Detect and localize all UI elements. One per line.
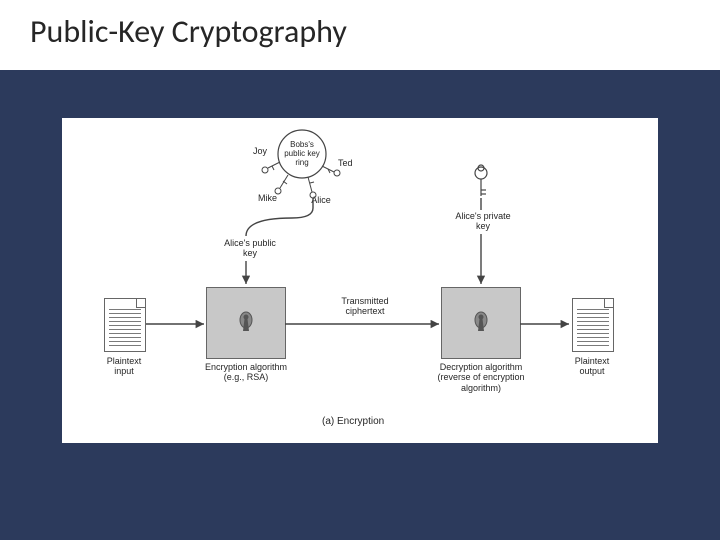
decryption-box-label: Decryption algorithm(reverse of encrypti… bbox=[424, 362, 538, 393]
encryption-box-label: Encryption algorithm(e.g., RSA) bbox=[194, 362, 298, 383]
arrow-keyring-to-label bbox=[246, 198, 313, 236]
slide-root: Public-Key Cryptography Plaintextinput E… bbox=[0, 0, 720, 540]
encryption-diagram: Plaintextinput Encryption algorithm(e.g.… bbox=[62, 118, 658, 443]
plaintext-output-doc bbox=[572, 298, 614, 352]
key-label-ted: Ted bbox=[338, 158, 362, 168]
key-icon-joy bbox=[262, 162, 280, 173]
plaintext-output-label: Plaintextoutput bbox=[562, 356, 622, 377]
title-bar: Public-Key Cryptography bbox=[0, 0, 720, 70]
decryption-box bbox=[442, 288, 520, 358]
key-label-joy: Joy bbox=[243, 146, 267, 156]
plaintext-input-label: Plaintextinput bbox=[92, 356, 156, 377]
plaintext-input-doc bbox=[104, 298, 146, 352]
private-key-icon bbox=[475, 165, 487, 196]
private-key-label: Alice's privatekey bbox=[448, 211, 518, 232]
keyring-label: Bobs'spublic keyring bbox=[280, 140, 324, 168]
diagram-caption: (a) Encryption bbox=[322, 416, 384, 427]
key-icon-mike bbox=[275, 175, 288, 194]
key-label-mike: Mike bbox=[247, 193, 277, 203]
slide-title: Public-Key Cryptography bbox=[30, 12, 347, 51]
transmitted-label: Transmittedciphertext bbox=[335, 296, 395, 317]
diagram-panel: Plaintextinput Encryption algorithm(e.g.… bbox=[62, 118, 658, 443]
key-label-alice: Alice bbox=[306, 195, 336, 205]
public-key-label: Alice's publickey bbox=[215, 238, 285, 259]
encryption-box bbox=[207, 288, 285, 358]
